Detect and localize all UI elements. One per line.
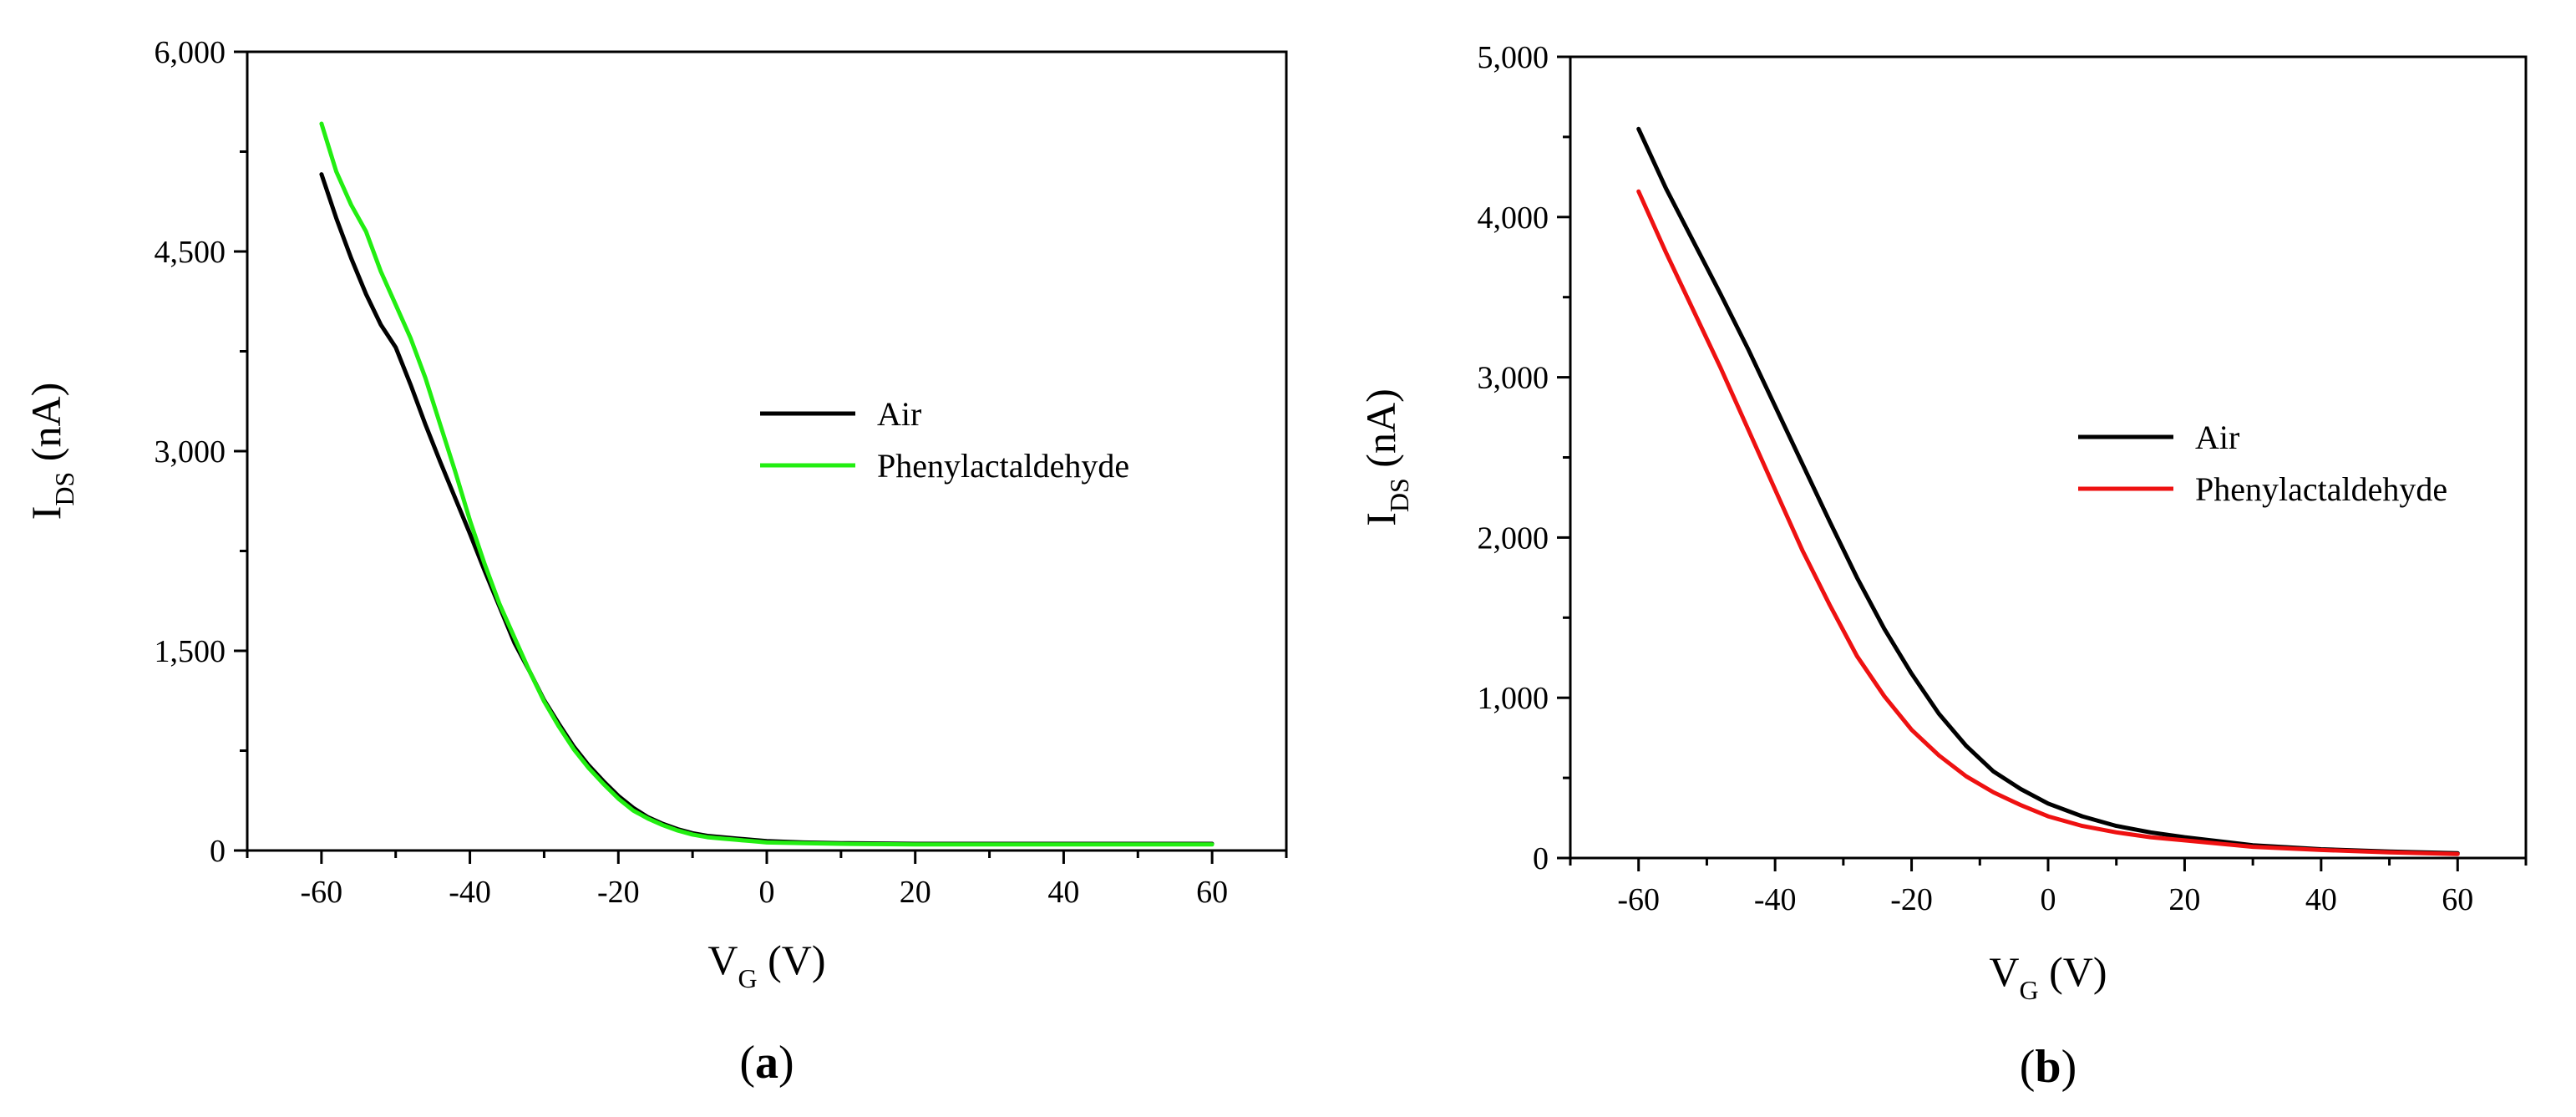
y-tick-label: 4,500 [155,235,226,270]
y-tick-label: 4,000 [1478,201,1549,236]
x-axis-title: VG (V) [707,937,825,993]
x-tick-label: 0 [2041,882,2056,917]
y-tick-label: 1,500 [155,634,226,669]
legend-label: Air [2195,419,2239,456]
y-tick-label: 5,000 [1478,40,1549,75]
x-tick-label: 20 [900,875,931,910]
x-axis-title: VG (V) [1989,948,2107,1005]
series-line-air [1636,126,2460,856]
x-tick-label: 60 [1196,875,1228,910]
x-tick-label: -40 [449,875,491,910]
legend: Air Phenylactaldehyde [760,395,1129,485]
y-tick-label: 0 [210,834,226,869]
legend-label: Phenylactaldehyde [2195,470,2447,508]
x-tick-label: -20 [1890,882,1933,917]
series-line-air [319,172,1214,846]
plot-frame [1569,55,2528,860]
legend-label: Air [877,395,921,433]
legend: Air Phenylactaldehyde [2078,419,2447,508]
x-tick-label: 20 [2168,882,2200,917]
chart-panel-b: -60 -40 -20 0 20 40 60 0 1,000 2,000 3,000 4,000 5,0… [1357,40,2528,1093]
series-line-phenylactaldehyde [319,121,1214,847]
y-tick-label: 2,000 [1478,520,1549,556]
chart-panel-a: -60 -40 -20 0 20 40 60 0 1,500 3,000 4,500 6,000 Air… [23,35,1288,1089]
x-tick-label: 40 [2305,882,2337,917]
x-tick-label: -20 [597,875,640,910]
x-tick-label: -60 [301,875,343,910]
y-tick-label: 1,000 [1478,681,1549,716]
y-tick-label: 3,000 [155,434,226,470]
legend-label: Phenylactaldehyde [877,447,1129,485]
panel-label: (a) [739,1037,794,1089]
y-tick-label: 0 [1533,841,1549,876]
x-tick-label: -40 [1754,882,1797,917]
x-tick-label: -60 [1617,882,1660,917]
y-tick-label: 6,000 [155,35,226,70]
y-axis-title: IDS (nA) [23,383,79,520]
panel-label: (b) [2020,1041,2077,1093]
y-tick-label: 3,000 [1478,361,1549,396]
x-tick-label: 0 [759,875,775,910]
x-tick-label: 60 [2442,882,2473,917]
plot-frame [246,50,1288,852]
x-tick-label: 40 [1047,875,1079,910]
y-axis-title: IDS (nA) [1357,388,1414,525]
series-line-phenylactaldehyde [1636,189,2460,856]
